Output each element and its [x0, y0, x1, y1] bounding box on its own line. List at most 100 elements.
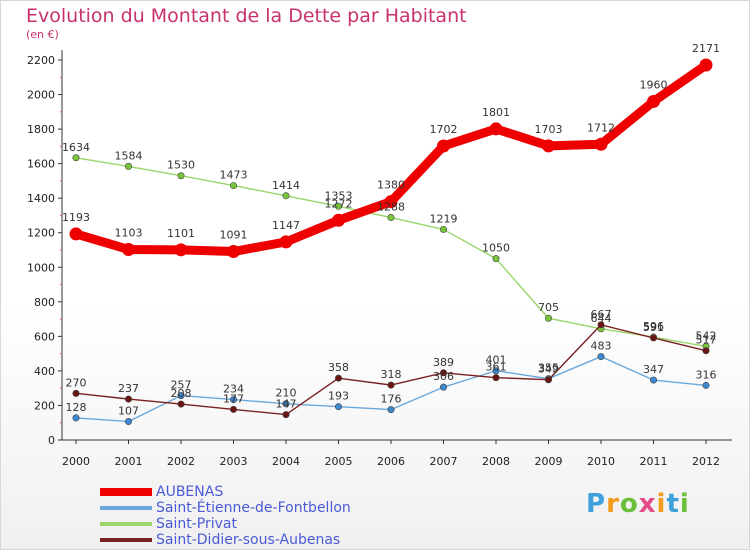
y-tick-label: 1000 [27, 261, 55, 274]
legend-label: Saint-Privat [156, 516, 237, 532]
data-point [69, 227, 83, 241]
data-point [439, 225, 447, 233]
y-tick-label: 1800 [27, 123, 55, 136]
data-point [597, 321, 605, 329]
legend-swatch [100, 538, 152, 542]
data-point [125, 162, 133, 170]
data-point [177, 392, 185, 400]
y-tick-label: 1400 [27, 192, 55, 205]
data-point [334, 202, 342, 210]
data-point [177, 172, 185, 180]
data-label: 389 [433, 356, 454, 369]
data-label: 210 [276, 387, 297, 400]
data-point [72, 414, 80, 422]
data-point [647, 94, 660, 108]
data-label: 193 [328, 390, 349, 403]
y-tick-label: 1600 [27, 158, 55, 171]
data-point [594, 137, 608, 151]
legend-label: Saint-Étienne-de-Fontbellon [156, 500, 351, 516]
data-label: 1101 [167, 227, 195, 240]
data-point [544, 314, 552, 322]
x-tick-label: 2006 [377, 455, 405, 468]
data-point [702, 347, 710, 355]
chart-subtitle: (en €) [26, 28, 59, 41]
data-label: 1634 [62, 141, 90, 154]
data-label: 107 [118, 405, 139, 418]
proxiti-logo: Proxiti [586, 489, 690, 519]
data-point [649, 334, 657, 342]
data-label: 176 [381, 393, 402, 406]
data-label: 257 [171, 379, 192, 392]
data-label: 705 [538, 301, 559, 314]
data-label: 2171 [692, 42, 720, 55]
data-point [492, 367, 500, 375]
data-label: 1272 [325, 197, 353, 210]
data-point [72, 154, 80, 162]
data-label: 1147 [272, 219, 300, 232]
y-tick-label: 400 [34, 365, 55, 378]
data-point [387, 406, 395, 414]
data-label: 1219 [430, 212, 458, 225]
x-tick-label: 2009 [535, 455, 563, 468]
data-label: 1584 [115, 149, 143, 162]
data-point [227, 245, 240, 259]
x-tick-label: 2003 [220, 455, 248, 468]
data-label: 316 [696, 368, 717, 381]
data-point [542, 139, 555, 153]
data-point [597, 353, 605, 361]
legend-label: Saint-Didier-sous-Aubenas [156, 532, 341, 548]
data-label: 1050 [482, 242, 510, 255]
y-tick-label: 600 [34, 330, 55, 343]
x-tick-label: 2007 [430, 455, 458, 468]
y-tick-label: 2200 [27, 54, 55, 67]
data-label: 208 [171, 387, 192, 400]
data-point [702, 381, 710, 389]
data-label: 318 [381, 368, 402, 381]
data-point [230, 396, 238, 404]
data-point [334, 403, 342, 411]
legend-swatch [100, 506, 152, 510]
data-label: 1530 [167, 159, 195, 172]
x-tick-label: 2001 [115, 455, 143, 468]
data-label: 401 [486, 354, 507, 367]
y-tick-label: 200 [34, 399, 55, 412]
x-tick-label: 2012 [692, 455, 720, 468]
data-label: 542 [696, 329, 717, 342]
data-label: 355 [538, 362, 559, 375]
data-label: 358 [328, 361, 349, 374]
legend-item: AUBENAS [100, 484, 400, 500]
data-label: 1288 [377, 201, 405, 214]
data-point [492, 374, 500, 382]
data-point [279, 235, 293, 249]
data-label: 1380 [377, 179, 405, 192]
data-point [649, 376, 657, 384]
x-tick-label: 2010 [587, 455, 615, 468]
data-label: 644 [591, 312, 612, 325]
chart-title: Evolution du Montant de la Dette par Hab… [26, 5, 467, 27]
legend-swatch [100, 488, 152, 496]
data-label: 1702 [430, 123, 458, 136]
data-point [439, 383, 447, 391]
data-label: 347 [643, 363, 664, 376]
legend-item: Saint-Didier-sous-Aubenas [100, 532, 400, 548]
data-label: 1712 [587, 121, 615, 134]
data-point [125, 418, 133, 426]
data-label: 591 [643, 321, 664, 334]
x-tick-label: 2011 [640, 455, 668, 468]
data-label: 1353 [325, 189, 353, 202]
data-label: 270 [66, 376, 87, 389]
data-label: 1703 [535, 123, 563, 136]
data-point [332, 213, 345, 227]
data-point [282, 400, 290, 408]
data-label: 1193 [62, 211, 90, 224]
x-tick-label: 2005 [325, 455, 353, 468]
data-point [177, 400, 185, 408]
data-label: 128 [66, 401, 87, 414]
data-point [492, 255, 500, 263]
data-label: 667 [591, 308, 612, 321]
data-label: 349 [538, 363, 559, 376]
data-point [230, 182, 238, 190]
data-point [282, 411, 290, 419]
